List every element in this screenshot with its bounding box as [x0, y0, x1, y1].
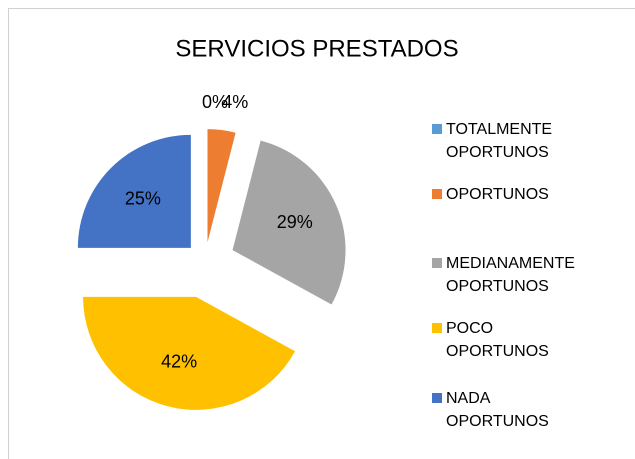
data-label: 25%: [125, 189, 161, 209]
pie-slice: [83, 296, 296, 410]
legend-label: POCO OPORTUNOS: [446, 320, 549, 360]
legend-swatch: [432, 189, 442, 199]
pie-slice: [232, 140, 346, 305]
data-label: 4%: [222, 92, 248, 112]
legend-label: MEDIANAMENTE OPORTUNOS: [446, 255, 575, 295]
legend-swatch: [432, 124, 442, 134]
chart-border: [8, 8, 635, 459]
legend-label: NADA OPORTUNOS: [446, 390, 549, 430]
legend-swatch: [432, 258, 442, 268]
pie-slice: [77, 134, 191, 248]
legend-swatch: [432, 323, 442, 333]
chart-title: SERVICIOS PRESTADOS: [175, 35, 458, 62]
data-label: 0%: [202, 92, 228, 112]
legend-label: OPORTUNOS: [446, 186, 549, 203]
legend-label: TOTALMENTE OPORTUNOS: [446, 121, 553, 161]
data-label: 29%: [277, 212, 313, 232]
data-label: 42%: [161, 351, 197, 371]
legend-swatch: [432, 393, 442, 403]
pie-slice: [207, 129, 236, 243]
